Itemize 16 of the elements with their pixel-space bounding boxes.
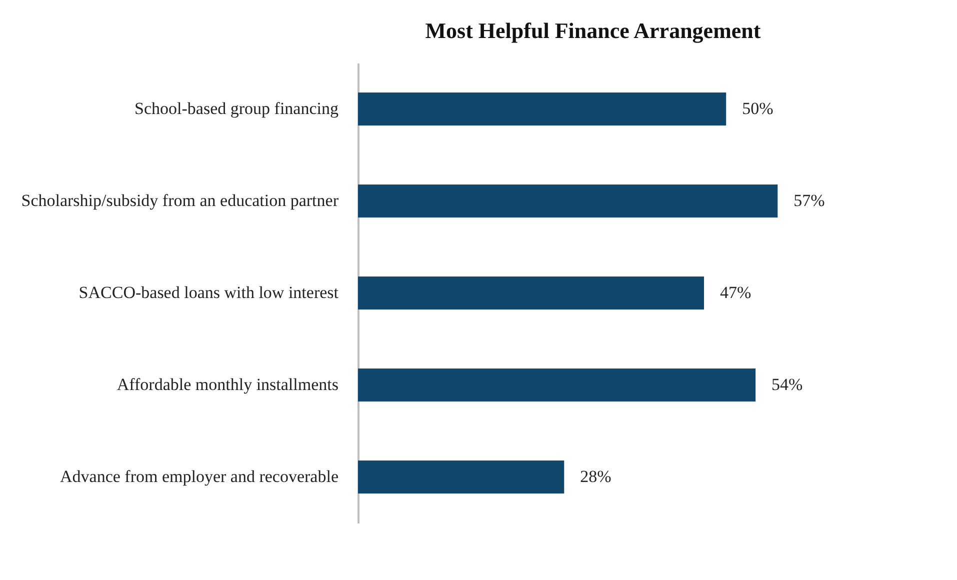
y-tick-label: SACCO-based loans with low interest (78, 283, 339, 302)
y-tick-label: Advance from employer and recoverable (60, 467, 338, 486)
data-label: 28% (580, 467, 612, 486)
y-tick-label: School-based group financing (134, 99, 339, 118)
y-tick-label: Scholarship/subsidy from an education partner (21, 191, 339, 210)
data-label: 57% (794, 191, 825, 210)
bar (358, 460, 564, 494)
chart-title: Most Helpful Finance Arrangement (425, 18, 762, 43)
data-label: 47% (720, 283, 752, 302)
data-label: 50% (742, 99, 774, 118)
bar (358, 368, 756, 402)
data-label: 54% (772, 375, 803, 394)
bar (358, 276, 704, 310)
y-tick-label: Affordable monthly installments (116, 375, 338, 394)
bar (358, 184, 778, 218)
bar (358, 92, 726, 126)
